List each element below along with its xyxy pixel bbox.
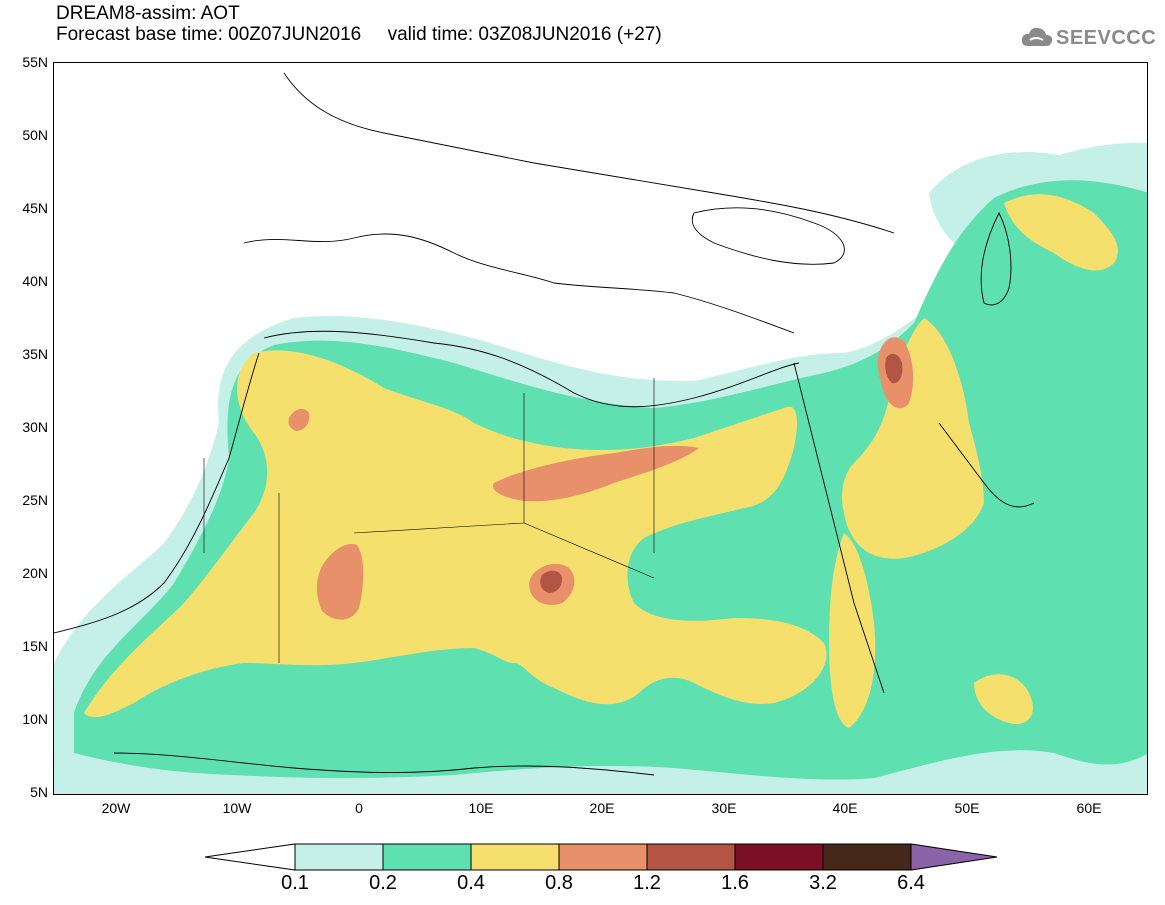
seevccc-logo: SEEVCCC: [1020, 24, 1156, 52]
y-tick-label: 50N: [22, 127, 48, 143]
colorbar-segment: [204, 843, 296, 871]
y-tick-label: 45N: [22, 200, 48, 216]
y-tick-label: 5N: [30, 784, 48, 800]
coastline: [283, 72, 895, 234]
chart-title: DREAM8-assim: AOT: [56, 3, 240, 24]
y-tick-label: 25N: [22, 492, 48, 508]
aot-map: [54, 72, 1147, 794]
logo-text: SEEVCCC: [1056, 27, 1157, 49]
aot-0.8-contour: [316, 543, 364, 620]
country-border: [203, 378, 655, 663]
x-tick-label: 60E: [1076, 800, 1102, 816]
colorbar-segment: [646, 843, 736, 871]
colorbar-segment: [382, 843, 472, 871]
x-tick-label: 20W: [101, 800, 131, 816]
colorbar-segment: [734, 843, 824, 871]
x-tick-label: 10E: [468, 800, 494, 816]
x-tick-label: 10W: [222, 800, 252, 816]
aot-0.4-contour: [84, 350, 827, 718]
y-tick-label: 55N: [22, 54, 48, 70]
x-tick-label: 20E: [589, 800, 615, 816]
y-tick-label: 15N: [22, 638, 48, 654]
aot-1.2-contour: [885, 353, 903, 384]
colorbar-label: 1.2: [633, 872, 661, 894]
x-tick-label: 0: [355, 800, 363, 816]
y-tick-label: 10N: [22, 711, 48, 727]
aot-0.8-contour: [493, 445, 699, 502]
x-tick-label: 50E: [954, 800, 980, 816]
aot-0.4-contour: [974, 674, 1033, 724]
colorbar-label: 0.1: [281, 872, 309, 894]
colorbar-segment: [294, 843, 384, 871]
y-tick-label: 35N: [22, 346, 48, 362]
coastline: [113, 752, 655, 776]
colorbar-segment: [558, 843, 648, 871]
aot-0.4-contour: [842, 318, 984, 559]
colorbar-label: 0.4: [457, 872, 485, 894]
coastline: [980, 211, 1012, 306]
x-tick-label: 40E: [832, 800, 858, 816]
y-tick-label: 30N: [22, 419, 48, 435]
colorbar-label: 0.2: [369, 872, 397, 894]
coastline: [793, 362, 885, 694]
forecast-times: Forecast base time: 00Z07JUN2016 valid t…: [56, 24, 662, 45]
aot-0.4-contour: [1004, 194, 1118, 271]
aot-0.8-contour: [288, 408, 310, 431]
aot-0.4-contour: [829, 533, 876, 728]
map-area: [53, 62, 1148, 795]
aot-1.2-contour: [540, 570, 563, 593]
x-tick-label: 30E: [711, 800, 737, 816]
coastline: [938, 422, 1035, 508]
y-tick-label: 20N: [22, 565, 48, 581]
coastline: [691, 207, 845, 265]
cloud-icon: [1021, 27, 1053, 46]
colorbar-label: 1.6: [721, 872, 749, 894]
colorbar-label: 0.8: [545, 872, 573, 894]
colorbar-segment: [910, 843, 998, 871]
coastline: [54, 352, 260, 634]
colorbar: [204, 842, 1000, 872]
coastline: [243, 233, 795, 334]
colorbar-label: 6.4: [897, 872, 925, 894]
colorbar-label: 3.2: [809, 872, 837, 894]
colorbar-segment: [822, 843, 912, 871]
colorbar-segment: [470, 843, 560, 871]
y-tick-label: 40N: [22, 273, 48, 289]
coastline: [263, 330, 800, 408]
